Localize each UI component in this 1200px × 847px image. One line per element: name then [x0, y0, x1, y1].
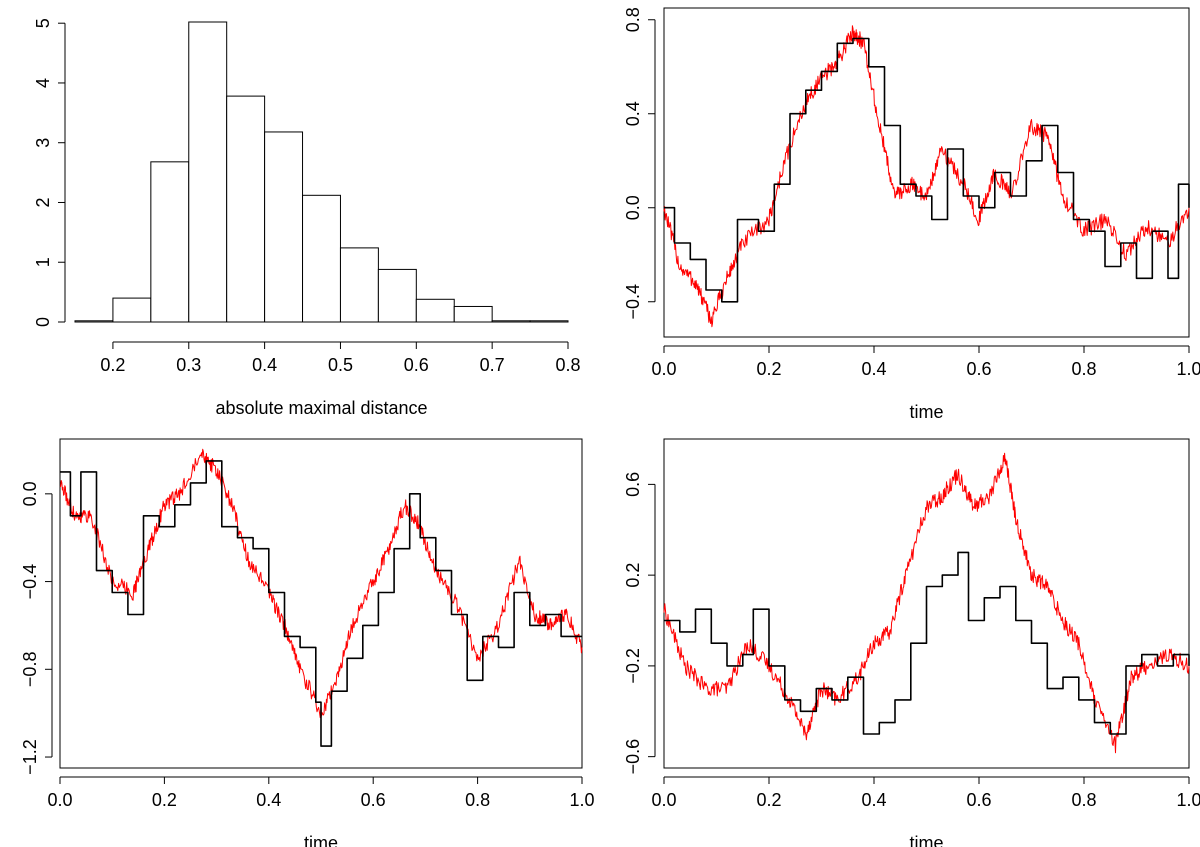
histogram-bar — [453, 305, 493, 323]
histogram-panel: 0.2 0.3 0.4 0.5 0.6 0.7 0.8 absolute maximal di… — [33, 18, 581, 418]
x-tick-label: 1.0 — [569, 790, 594, 810]
y-tick-label: 0.0 — [20, 481, 40, 506]
histogram-bar — [491, 320, 531, 323]
step-path-series — [60, 460, 582, 747]
histogram-bar — [150, 161, 190, 323]
x-tick-label: 0.8 — [1071, 359, 1096, 379]
x-tick-label: 0.0 — [651, 359, 676, 379]
x-tick-label: 0.8 — [555, 355, 580, 375]
x-tick-label: 0.4 — [861, 790, 886, 810]
histogram-bar — [264, 131, 304, 323]
x-tick-label: 0.6 — [404, 355, 429, 375]
histogram-bar — [377, 268, 417, 323]
x-tick-label: 0.6 — [966, 359, 991, 379]
x-axis-title: absolute maximal distance — [215, 398, 427, 418]
x-tick-label: 0.6 — [361, 790, 386, 810]
x-tick-label: 0.0 — [47, 790, 72, 810]
plot-frame — [663, 7, 1190, 338]
histogram-bar — [226, 95, 266, 323]
y-tick-label: −0.4 — [20, 564, 40, 600]
x-axis-title: time — [909, 833, 943, 847]
x-tick-label: 0.7 — [480, 355, 505, 375]
x-tick-label: 1.0 — [1176, 790, 1200, 810]
x-tick-label: 0.5 — [328, 355, 353, 375]
y-tick-label: −0.2 — [623, 648, 643, 684]
histogram-bar — [74, 320, 114, 323]
x-tick-label: 0.0 — [651, 790, 676, 810]
step-path-series — [664, 37, 1190, 303]
x-tick-label: 0.4 — [256, 790, 281, 810]
y-tick-label: 0.4 — [623, 101, 643, 126]
x-tick-label: 0.8 — [1071, 790, 1096, 810]
paths-panel-1: 0.0 0.2 0.4 0.6 0.8 1.0 time −0.4 0.0 0.4 0.8 — [623, 7, 1200, 422]
step-path-series — [664, 551, 1190, 735]
y-tick-label: −0.8 — [20, 652, 40, 688]
histogram-bar — [339, 247, 379, 323]
histogram-bar — [415, 298, 455, 323]
y-tick-label: −1.2 — [20, 739, 40, 775]
x-tick-label: 0.2 — [100, 355, 125, 375]
y-tick-label: 2 — [33, 197, 53, 207]
y-tick-label: 5 — [33, 18, 53, 28]
x-tick-label: 0.2 — [152, 790, 177, 810]
x-tick-label: 0.6 — [966, 790, 991, 810]
y-tick-label: −0.6 — [623, 739, 643, 775]
noisy-path-series — [663, 25, 1190, 328]
y-tick-label: −0.4 — [623, 284, 643, 320]
y-tick-label: 0.8 — [623, 7, 643, 32]
histogram-bar — [188, 21, 228, 323]
y-tick-label: 0.0 — [623, 195, 643, 220]
x-axis-title: time — [304, 833, 338, 847]
x-tick-label: 0.3 — [176, 355, 201, 375]
x-tick-label: 0.2 — [756, 790, 781, 810]
y-tick-label: 0.2 — [623, 563, 643, 588]
x-tick-label: 0.8 — [465, 790, 490, 810]
paths-panel-3: 0.0 0.2 0.4 0.6 0.8 1.0 time −0.6 −0.2 0.2 0.6 — [623, 438, 1200, 847]
x-tick-label: 0.4 — [252, 355, 277, 375]
histogram-bar — [529, 320, 569, 323]
y-tick-label: 0.6 — [623, 472, 643, 497]
x-axis-title: time — [909, 402, 943, 422]
noisy-path-series — [59, 448, 583, 719]
y-tick-label: 1 — [33, 257, 53, 267]
histogram-bar — [112, 297, 152, 323]
y-tick-label: 3 — [33, 138, 53, 148]
x-tick-label: 1.0 — [1176, 359, 1200, 379]
x-tick-label: 0.2 — [756, 359, 781, 379]
y-tick-label: 0 — [33, 317, 53, 327]
plot-frame — [59, 438, 583, 769]
noisy-path-series — [663, 452, 1190, 754]
y-tick-label: 4 — [33, 78, 53, 88]
plot-frame — [663, 438, 1190, 769]
histogram-bar — [302, 194, 341, 323]
paths-panel-2: 0.0 0.2 0.4 0.6 0.8 1.0 time −1.2 −0.8 −0.4 0.0 — [20, 438, 595, 847]
x-tick-label: 0.4 — [861, 359, 886, 379]
